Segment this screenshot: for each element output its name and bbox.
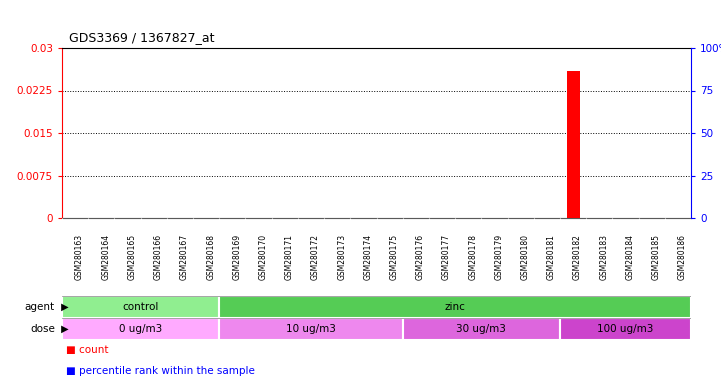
Text: GSM280173: GSM280173 bbox=[337, 234, 346, 280]
Text: GSM280185: GSM280185 bbox=[652, 234, 660, 280]
Text: ▶: ▶ bbox=[58, 302, 69, 312]
Text: GSM280179: GSM280179 bbox=[495, 234, 503, 280]
Bar bbox=[403, 318, 560, 340]
Text: GSM280183: GSM280183 bbox=[599, 234, 609, 280]
Text: ▶: ▶ bbox=[58, 324, 69, 334]
Text: GSM280171: GSM280171 bbox=[285, 234, 293, 280]
Text: 0 ug/m3: 0 ug/m3 bbox=[119, 324, 162, 334]
Text: GSM280181: GSM280181 bbox=[547, 234, 556, 280]
Text: agent: agent bbox=[25, 302, 55, 312]
Bar bbox=[567, 71, 580, 218]
Text: GSM280177: GSM280177 bbox=[442, 234, 451, 280]
Text: GSM280184: GSM280184 bbox=[626, 234, 634, 280]
Bar bbox=[62, 296, 219, 318]
Text: GSM280182: GSM280182 bbox=[573, 234, 582, 280]
Text: GSM280186: GSM280186 bbox=[678, 234, 687, 280]
Text: GSM280178: GSM280178 bbox=[468, 234, 477, 280]
Bar bbox=[560, 318, 691, 340]
Text: GSM280164: GSM280164 bbox=[102, 234, 110, 280]
Text: 100 ug/m3: 100 ug/m3 bbox=[597, 324, 654, 334]
Bar bbox=[219, 318, 403, 340]
Text: GSM280166: GSM280166 bbox=[154, 234, 163, 280]
Text: GSM280168: GSM280168 bbox=[206, 234, 215, 280]
Text: dose: dose bbox=[30, 324, 55, 334]
Bar bbox=[62, 318, 219, 340]
Text: GSM280180: GSM280180 bbox=[521, 234, 530, 280]
Text: ■ count: ■ count bbox=[66, 346, 108, 356]
Text: GSM280174: GSM280174 bbox=[363, 234, 372, 280]
Text: zinc: zinc bbox=[445, 302, 466, 312]
Text: ■ percentile rank within the sample: ■ percentile rank within the sample bbox=[66, 366, 255, 376]
Text: GSM280172: GSM280172 bbox=[311, 234, 320, 280]
Text: GSM280176: GSM280176 bbox=[416, 234, 425, 280]
Text: GSM280175: GSM280175 bbox=[389, 234, 399, 280]
Text: 10 ug/m3: 10 ug/m3 bbox=[286, 324, 336, 334]
Text: GSM280167: GSM280167 bbox=[180, 234, 189, 280]
Text: GSM280165: GSM280165 bbox=[128, 234, 136, 280]
Text: GSM280169: GSM280169 bbox=[232, 234, 242, 280]
Text: control: control bbox=[123, 302, 159, 312]
Text: GSM280163: GSM280163 bbox=[75, 234, 84, 280]
Text: 30 ug/m3: 30 ug/m3 bbox=[456, 324, 506, 334]
Text: GDS3369 / 1367827_at: GDS3369 / 1367827_at bbox=[69, 31, 215, 44]
Text: GSM280170: GSM280170 bbox=[259, 234, 267, 280]
Bar bbox=[219, 296, 691, 318]
